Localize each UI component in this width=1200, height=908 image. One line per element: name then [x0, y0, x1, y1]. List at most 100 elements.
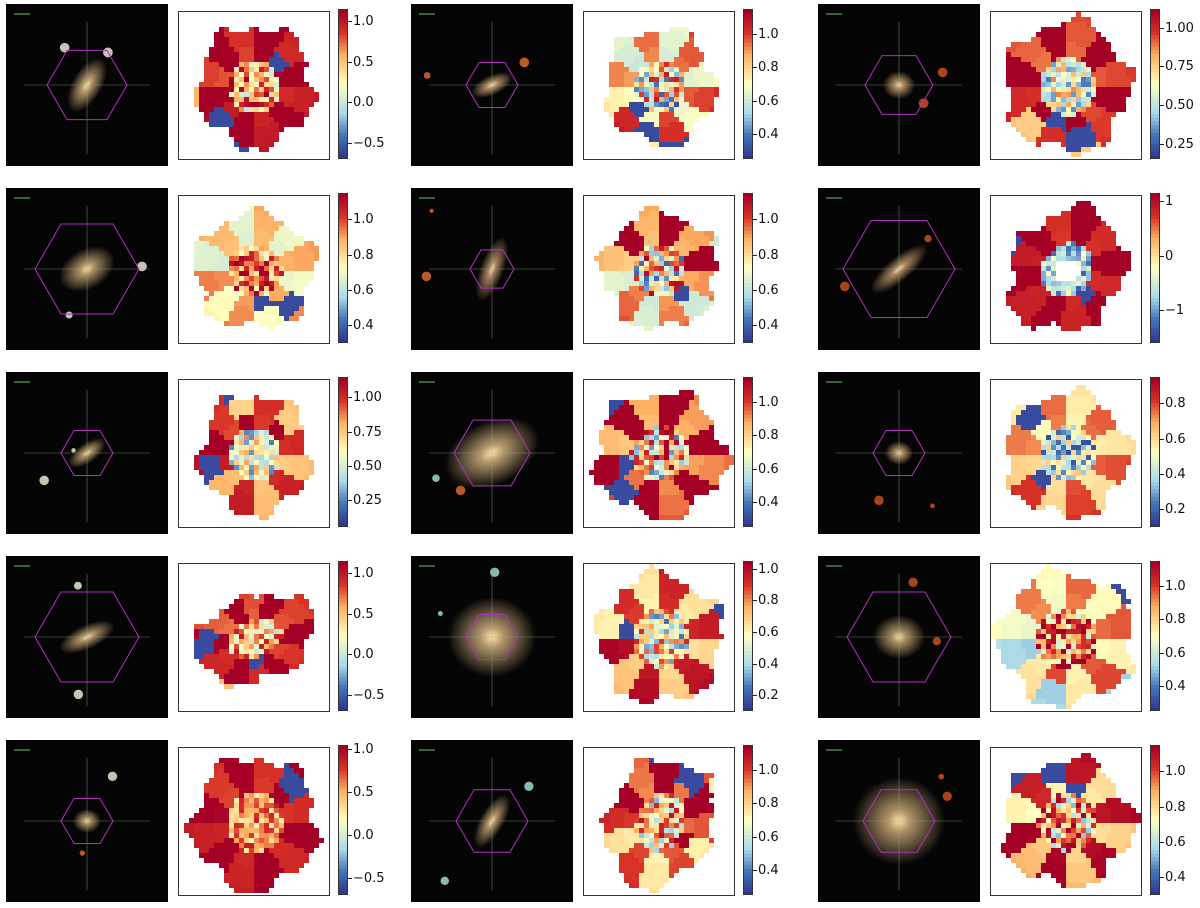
colorbar-tick-label: 0.2 [1160, 502, 1186, 518]
value-map [583, 195, 735, 344]
colorbar [743, 745, 753, 895]
colorbar [338, 561, 348, 711]
galaxy-image [411, 556, 573, 718]
colorbar-tick-label: 0.8 [1160, 612, 1186, 628]
colorbar-tick-label: 0.4 [753, 318, 779, 334]
value-map [990, 195, 1142, 344]
colorbar [743, 193, 753, 343]
colorbar-tick-label: 0.8 [753, 796, 779, 812]
colorbar-tick-label: 0.4 [753, 127, 779, 142]
value-map [583, 379, 735, 528]
colorbar-tick-label: 0.6 [1160, 431, 1186, 447]
galaxy-image [411, 188, 573, 350]
colorbar-tick-label: −0.5 [348, 870, 385, 886]
colorbar-tick-label: 0.5 [348, 54, 374, 70]
colorbar-tick-label: 0.4 [1160, 467, 1186, 483]
galaxy-image [818, 556, 980, 718]
colorbar-tick-label: 1.0 [348, 742, 374, 758]
colorbar-tick-label: 0.50 [1160, 97, 1194, 113]
colorbar-tick-label: 1 [1159, 194, 1174, 210]
colorbar-tick-label: 0.8 [753, 60, 779, 76]
colorbar-tick-label: 1.0 [348, 212, 374, 228]
value-map [583, 747, 735, 896]
colorbar-tick-label: 0.5 [348, 785, 374, 801]
colorbar-tick-label: −0.5 [348, 135, 385, 151]
colorbar-tick-label: 1.0 [753, 561, 779, 577]
colorbar-tick-label: 0.8 [753, 247, 779, 263]
colorbar [1150, 193, 1160, 343]
colorbar-tick-label: 0.6 [753, 461, 779, 477]
value-map [990, 563, 1142, 712]
colorbar [338, 377, 348, 527]
colorbar-tick-label: 1.0 [753, 763, 779, 778]
colorbar-tick-label: 1.0 [753, 212, 779, 228]
colorbar-tick-label: 0.75 [1160, 59, 1194, 75]
value-map [178, 563, 330, 712]
colorbar [338, 9, 348, 159]
colorbar-tick-label: 1.00 [1160, 20, 1194, 36]
galaxy-image [818, 740, 980, 902]
galaxy-image [818, 188, 980, 350]
colorbar [743, 9, 753, 159]
galaxy-image [818, 4, 980, 166]
colorbar-tick-label: 0.4 [1160, 679, 1186, 694]
colorbar-tick-label: 0.5 [348, 606, 374, 622]
colorbar-tick-label: 1.0 [753, 27, 779, 42]
colorbar-tick-label: 0.8 [348, 247, 374, 263]
colorbar-tick-label: 1.0 [348, 566, 374, 582]
colorbar [743, 377, 753, 527]
colorbar-tick-label: 0.6 [348, 283, 374, 299]
galaxy-image [818, 372, 980, 534]
colorbar-tick-label: 0.4 [753, 863, 779, 878]
colorbar-tick-label: 0.25 [1160, 136, 1194, 152]
colorbar-tick-label: 1.0 [1160, 764, 1186, 780]
value-map [178, 195, 330, 344]
colorbar-tick-label: 0.6 [753, 829, 779, 845]
colorbar-tick-label: 0.6 [753, 93, 779, 109]
colorbar-tick-label: 0.4 [753, 656, 779, 672]
colorbar-tick-label: −0.5 [348, 687, 385, 703]
colorbar-tick-label: 1.0 [1160, 579, 1186, 594]
galaxy-image [6, 4, 168, 166]
galaxy-image [411, 740, 573, 902]
galaxy-image [411, 4, 573, 166]
colorbar [1150, 9, 1160, 159]
colorbar-tick-label: −1 [1159, 303, 1185, 319]
colorbar-tick-label: 1.0 [348, 14, 374, 30]
galaxy-image [6, 556, 168, 718]
colorbar-tick-label: 0.8 [1160, 396, 1186, 412]
galaxy-image [6, 740, 168, 902]
colorbar-tick-label: 0.6 [1160, 835, 1186, 851]
colorbar-tick-label: 0.50 [348, 458, 382, 474]
colorbar-tick-label: 0.6 [753, 283, 779, 299]
value-map [990, 747, 1142, 896]
colorbar-tick-label: 0.8 [753, 428, 779, 444]
colorbar-tick-label: 0.8 [753, 593, 779, 609]
colorbar-tick-label: 1.00 [348, 390, 382, 406]
colorbar [743, 561, 753, 711]
value-map [178, 747, 330, 896]
galaxy-image [411, 372, 573, 534]
colorbar [1150, 377, 1160, 527]
colorbar-tick-label: 0.0 [348, 828, 374, 843]
galaxy-image [6, 188, 168, 350]
colorbar-tick-label: 0.0 [348, 95, 374, 111]
colorbar [1150, 561, 1160, 711]
value-map [990, 11, 1142, 160]
value-map [583, 11, 735, 160]
colorbar [1150, 745, 1160, 895]
colorbar-tick-label: 0.25 [348, 492, 382, 508]
colorbar-tick-label: 0.6 [753, 625, 779, 641]
value-map [178, 11, 330, 160]
colorbar-tick-label: 0.8 [1160, 799, 1186, 815]
colorbar [338, 745, 348, 895]
value-map [990, 379, 1142, 528]
colorbar [338, 193, 348, 343]
colorbar-tick-label: 0.4 [348, 318, 374, 334]
colorbar-tick-label: 0.4 [1160, 870, 1186, 886]
colorbar-tick-label: 0.6 [1160, 645, 1186, 661]
colorbar-tick-label: 0 [1159, 248, 1174, 264]
colorbar-tick-label: 0.4 [753, 495, 779, 510]
colorbar-tick-label: 0.0 [348, 647, 374, 663]
colorbar-tick-label: 0.75 [348, 424, 382, 440]
